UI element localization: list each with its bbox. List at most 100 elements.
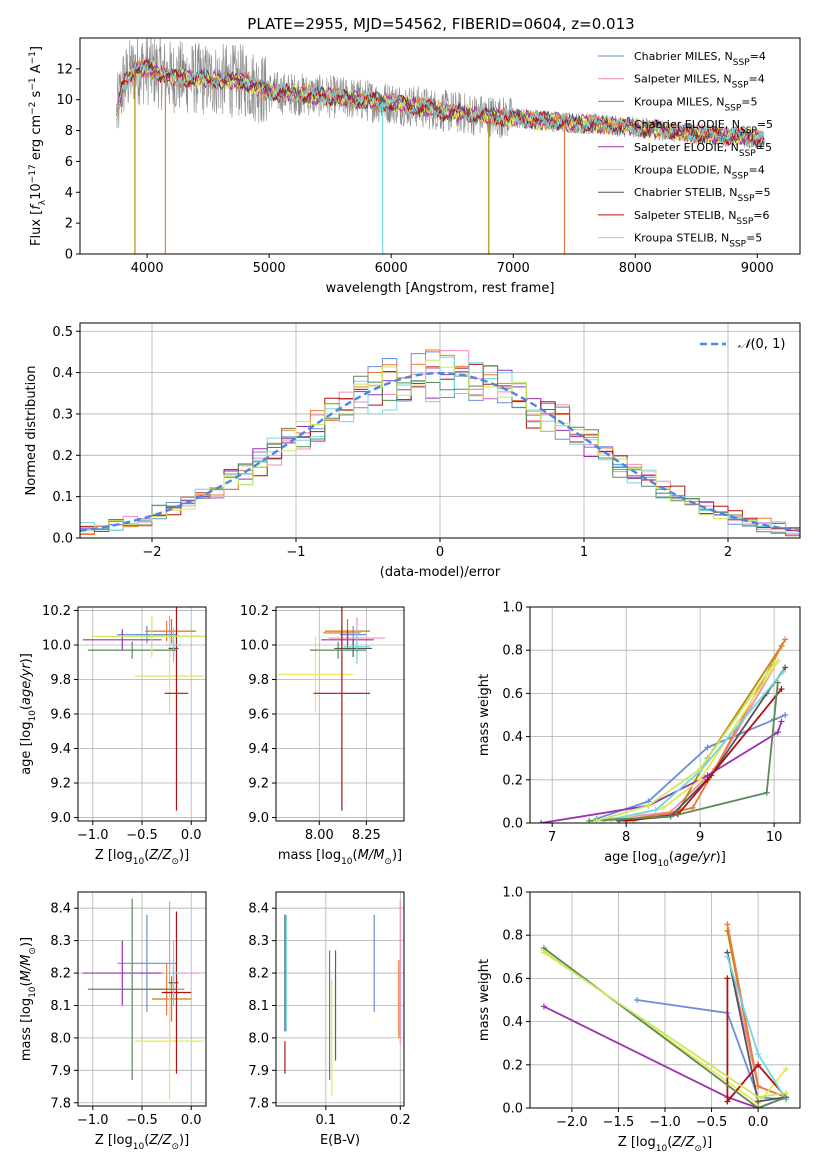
series-marker	[704, 744, 711, 751]
plot-area	[116, 38, 765, 254]
y-tick-label: 8.4	[248, 902, 269, 917]
y-axis-label: mass [log10(M/M⊙)]	[19, 937, 38, 1061]
x-tick-label: 1	[580, 545, 588, 560]
y-tick-label: 1.0	[502, 601, 523, 616]
series-marker	[755, 1094, 762, 1101]
y-tick-label: 0.3	[52, 407, 73, 422]
series-marker	[779, 668, 786, 675]
data-point	[161, 911, 192, 1074]
data-point	[92, 615, 206, 658]
series-marker	[782, 636, 789, 643]
y-tick-label: 8.2	[248, 967, 269, 982]
data-point	[87, 641, 177, 659]
series-chabrier-elodie	[724, 921, 790, 1101]
ticks: 8.00 8.25 9.0 9.2 9.4 9.6 9.8 10.0 10.2	[240, 604, 381, 843]
series-extra_lime	[540, 949, 790, 1101]
x-tick-label: −1.5	[603, 1115, 635, 1130]
x-tick-label: −2	[142, 545, 161, 560]
series-marker	[724, 953, 731, 960]
series-marker	[538, 820, 545, 823]
data-point	[309, 641, 367, 659]
series-marker	[771, 716, 778, 723]
gaussian-curve	[80, 371, 800, 532]
panel-mass_vs_Z: −1.0 −0.5 0.0 7.8 7.9 8.0 8.1 8.2 8.3 8.4 Z [log10…	[19, 891, 207, 1152]
panel-age_vs_Z: −1.0 −0.5 0.0 9.0 9.2 9.4 9.6 9.8 10.0 10.2 Z [log…	[19, 604, 207, 867]
y-tick-label: 0.4	[502, 730, 523, 745]
x-tick-label: 10	[766, 830, 783, 845]
y-tick-label: 0.2	[502, 1058, 523, 1073]
data-point	[117, 914, 177, 1012]
series-kroupa-elodie	[608, 658, 781, 823]
y-axis-label: mass weight	[477, 674, 492, 756]
axes-frame	[275, 891, 405, 1107]
series-line	[596, 714, 786, 820]
series-marker	[697, 776, 704, 783]
series-marker	[783, 1089, 790, 1096]
ticks: 0.1 0.2 7.8 7.9 8.0 8.1 8.2 8.3 8.4	[248, 902, 410, 1128]
x-tick-label: −1.0	[77, 1113, 109, 1128]
y-tick-label: 9.0	[50, 811, 71, 826]
y-tick-label: 8.3	[50, 934, 71, 949]
x-tick-label: 8	[622, 830, 630, 845]
x-tick-label: 8000	[619, 261, 652, 276]
series-salpeter-stelib	[623, 686, 785, 823]
panel-age_vs_mass: 8.00 8.25 9.0 9.2 9.4 9.6 9.8 10.0 10.2 mass [log…	[240, 604, 405, 867]
y-tick-label: 10.0	[240, 638, 269, 653]
data-point	[82, 629, 162, 651]
model-kroupa-stelib	[116, 61, 765, 148]
y-tick-label: 0.5	[52, 325, 73, 340]
y-tick-label: 8.4	[50, 902, 71, 917]
y-tick-label: 0.0	[52, 532, 73, 547]
data-point	[87, 898, 177, 1081]
y-tick-label: 8.0	[50, 1031, 71, 1046]
series-extra_green	[586, 679, 781, 823]
x-tick-label: 7000	[497, 261, 530, 276]
series-marker	[771, 660, 778, 667]
data-point	[151, 976, 192, 1022]
panel-spectrum: 4000 5000 6000 7000 8000 9000 0 2 4 6 8 10 12 wavelen…	[28, 37, 801, 296]
series-marker	[783, 1066, 790, 1073]
histogram-kroupa-stelib	[80, 356, 800, 534]
series-marker	[660, 804, 667, 811]
series-marker	[697, 766, 704, 772]
series-marker	[755, 1083, 762, 1090]
y-tick-label: 2	[65, 217, 73, 232]
plot-area	[538, 636, 789, 823]
y-tick-label: 8.2	[50, 967, 71, 982]
series-marker	[782, 712, 789, 718]
series-salpeter-elodie	[538, 718, 785, 823]
ticks: 7 8 9 10 0.0 0.2 0.4 0.6 0.8 1.0	[502, 601, 782, 846]
x-tick-label: −2.0	[556, 1115, 588, 1130]
series-marker	[724, 975, 731, 982]
x-tick-label: 0.0	[181, 1113, 202, 1128]
plot-area	[284, 901, 401, 1097]
series-marker	[652, 807, 659, 814]
x-axis-label: E(B-V)	[320, 1133, 360, 1148]
legend-label: Kroupa ELODIE, NSSP=4	[634, 164, 765, 182]
data-point	[334, 639, 372, 658]
data-point	[82, 940, 162, 1006]
legend: Chabrier MILES, NSSP=4 Salpeter MILES, NS…	[598, 50, 773, 250]
series-marker	[774, 679, 781, 686]
x-tick-label: 8.00	[305, 828, 334, 843]
ticks: 4000 5000 6000 7000 8000 9000 0 2 4 6 8 10 12	[56, 62, 773, 276]
figure-title: PLATE=2955, MJD=54562, FIBERID=0604, z=0…	[247, 15, 634, 33]
y-tick-label: 0.6	[502, 687, 523, 702]
legend-label: Chabrier MILES, NSSP=4	[634, 50, 766, 68]
y-tick-label: 9.4	[50, 742, 71, 757]
y-tick-label: 4	[65, 186, 73, 201]
series-marker	[755, 1061, 762, 1068]
y-tick-label: 9.8	[248, 673, 269, 688]
series-marker	[755, 1051, 762, 1057]
series-line	[726, 930, 787, 1099]
histogram-extra_green	[80, 365, 800, 537]
series-line	[603, 671, 784, 822]
series-marker	[667, 813, 674, 820]
series-chabrier-miles	[593, 712, 789, 822]
y-tick-label: 9.6	[248, 708, 269, 723]
x-axis-label: mass [log10(M/M⊙)]	[278, 848, 402, 867]
y-tick-label: 12	[56, 62, 73, 77]
y-tick-label: 0.8	[502, 644, 523, 659]
series-marker	[778, 718, 785, 725]
